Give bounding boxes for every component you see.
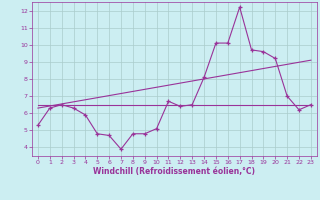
X-axis label: Windchill (Refroidissement éolien,°C): Windchill (Refroidissement éolien,°C) xyxy=(93,167,255,176)
